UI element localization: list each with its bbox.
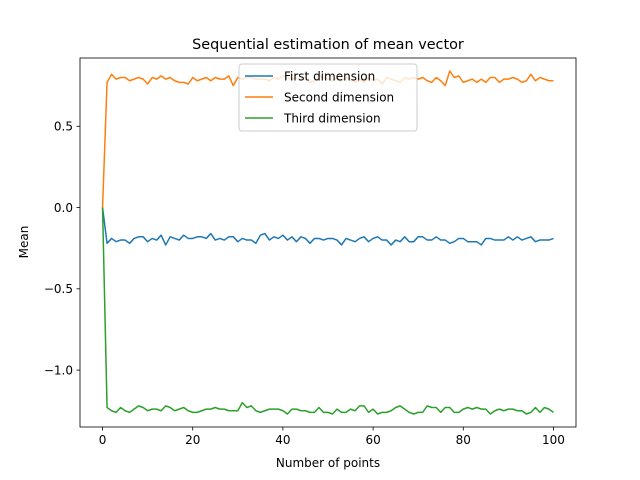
- y-tick-label: 0.0: [54, 201, 73, 215]
- y-tick-label: −1.0: [44, 363, 73, 377]
- chart-title: Sequential estimation of mean vector: [192, 37, 464, 53]
- x-tick-label: 20: [185, 433, 200, 447]
- y-axis-label: Mean: [17, 226, 31, 259]
- x-tick-label: 100: [542, 433, 565, 447]
- legend-label: Third dimension: [283, 111, 381, 125]
- axes-frame: [79, 57, 577, 428]
- y-axis: −1.0 −0.5 0.0 0.5: [44, 120, 80, 377]
- x-axis-label: Number of points: [276, 456, 380, 470]
- legend-box: [238, 63, 418, 132]
- series-line-3: [101, 207, 554, 415]
- series-line-1: [101, 207, 554, 246]
- y-tick-label: 0.5: [54, 120, 73, 134]
- legend: First dimension Second dimension Third dim…: [238, 63, 418, 132]
- legend-label: First dimension: [284, 69, 375, 83]
- y-tick-label: −0.5: [44, 282, 73, 296]
- x-axis: 0 20 40 60 80 100: [99, 427, 565, 447]
- x-tick-label: 80: [456, 433, 471, 447]
- x-tick-label: 40: [275, 433, 290, 447]
- x-tick-label: 0: [99, 433, 107, 447]
- x-tick-label: 60: [365, 433, 380, 447]
- legend-label: Second dimension: [284, 90, 394, 104]
